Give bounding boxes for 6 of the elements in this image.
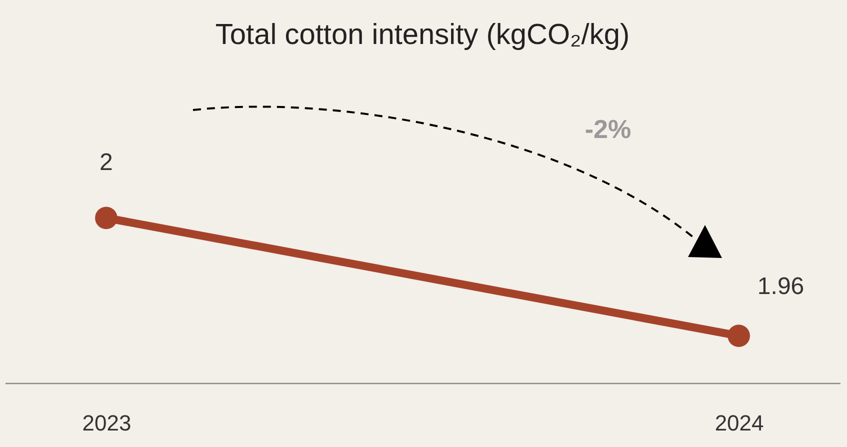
data-label: 2 bbox=[100, 148, 113, 176]
chart-title: Total cotton intensity (kgCO₂/kg) bbox=[215, 19, 630, 51]
x-tick-label: 2024 bbox=[714, 410, 764, 436]
data-label: 1.96 bbox=[757, 272, 804, 300]
x-tick-label: 2023 bbox=[82, 410, 132, 436]
text: -2% bbox=[584, 114, 632, 144]
